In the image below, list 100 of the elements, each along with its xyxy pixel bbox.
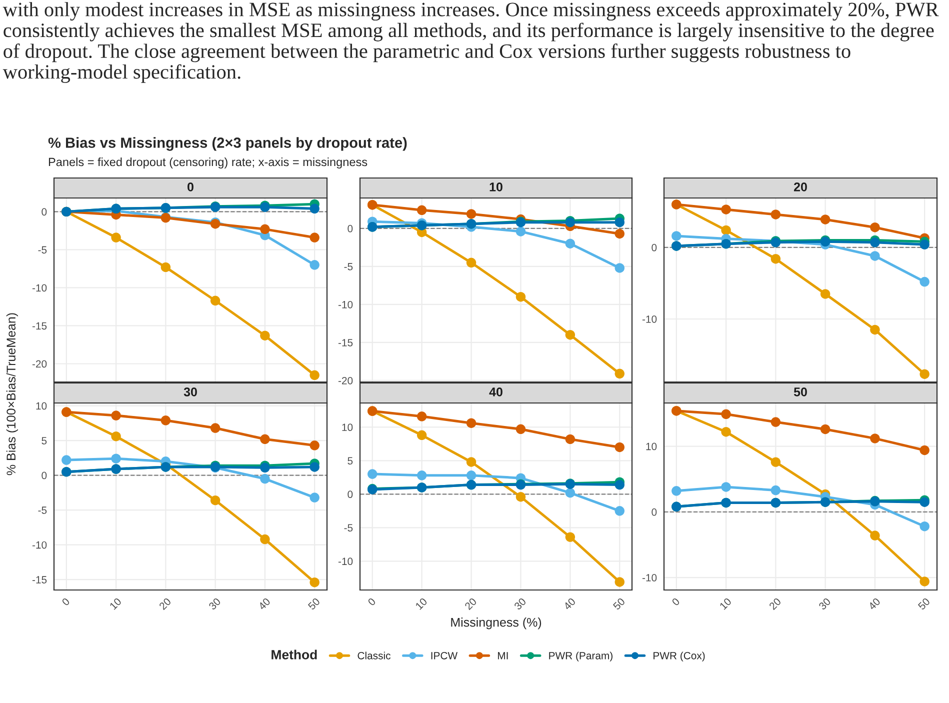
point [870, 324, 880, 335]
chart-title: 20 [794, 182, 807, 192]
x-tick-label: 10 [415, 597, 428, 610]
point [466, 470, 476, 480]
point [721, 409, 731, 420]
point [416, 412, 427, 422]
y-tick-label: -10 [642, 315, 657, 323]
y-tick-label: 0 [652, 508, 657, 516]
point [111, 232, 121, 242]
y-tick-label: 0 [42, 208, 47, 216]
point [565, 434, 576, 444]
y-tick-label: 5 [348, 457, 353, 465]
legend-label: PWR (Param) [549, 652, 612, 662]
point [920, 521, 930, 532]
y-tick-label: -10 [338, 300, 353, 308]
point [111, 454, 121, 464]
point [870, 434, 880, 444]
y-tick-label: 10 [36, 402, 47, 410]
point [920, 445, 930, 456]
point [920, 576, 930, 586]
point [870, 251, 880, 261]
point [614, 442, 624, 452]
x-tick-label: 50 [308, 597, 320, 610]
point [310, 440, 320, 450]
point [466, 418, 476, 428]
point [516, 424, 526, 434]
point [920, 276, 930, 287]
point [614, 217, 624, 228]
point [260, 224, 270, 234]
y-tick-label: 0 [652, 244, 657, 252]
point [565, 330, 576, 340]
chart-title: 0 [188, 182, 194, 192]
x-tick-label: 30 [818, 597, 832, 610]
point [614, 480, 624, 490]
point [260, 474, 270, 484]
point [516, 226, 526, 236]
point [721, 482, 731, 492]
point [368, 469, 378, 479]
point [160, 262, 171, 272]
point [770, 210, 781, 220]
point [770, 254, 781, 264]
point [310, 232, 320, 242]
point [310, 577, 320, 588]
y-tick-label: -15 [32, 576, 47, 584]
point [770, 417, 781, 427]
chart-title: 10 [490, 182, 502, 192]
x-tick-label: 30 [208, 597, 222, 610]
point [210, 495, 220, 506]
point [310, 204, 320, 214]
x-tick-label: 0 [61, 597, 70, 606]
point [870, 530, 880, 540]
point [310, 462, 320, 472]
legend-label: MI [498, 652, 508, 660]
point [260, 330, 270, 340]
x-tick-label: 40 [563, 597, 576, 610]
point [920, 369, 930, 379]
point [416, 205, 427, 216]
point [210, 296, 220, 306]
point [870, 238, 880, 248]
x-tick-label: 20 [158, 597, 172, 610]
point [820, 424, 830, 434]
y-tick-label: 5 [42, 437, 47, 444]
point [466, 457, 476, 467]
point [614, 263, 624, 273]
x-tick-label: 20 [768, 597, 782, 610]
x-tick-label: 20 [464, 597, 478, 610]
text: with only modest increases in MSE as missingness increases. Once missingness exceeds approximately 20%, PWR consistently achieves the smallest MSE among all methods, and its performance is largely insensitive to the degree of dropout. The close agreement between the parametric and Cox versions further suggests robustness to working-model specification. [2, 2, 939, 83]
point [210, 423, 220, 433]
x-tick-label: 0 [671, 597, 680, 606]
x-tick-label: 40 [258, 597, 271, 610]
chart-title: 30 [184, 388, 197, 396]
point [870, 222, 880, 232]
y-tick-label: -10 [32, 541, 47, 549]
point [111, 432, 121, 442]
point [516, 492, 526, 502]
point [820, 289, 830, 299]
point [62, 455, 72, 465]
point [721, 204, 731, 214]
x-tick-label: 50 [612, 597, 626, 610]
legend-label: IPCW [431, 652, 458, 660]
x-tick-label: 30 [514, 597, 527, 610]
point [721, 427, 731, 437]
x-tick-label: 0 [367, 597, 376, 606]
point [310, 370, 320, 380]
y-tick-label: -10 [32, 284, 47, 292]
legend-label: PWR (Cox) [654, 652, 705, 662]
point [416, 430, 427, 440]
y-tick-label: -10 [642, 574, 657, 582]
point [672, 231, 682, 241]
y-tick-label: 0 [42, 472, 47, 480]
y-tick-label: -5 [38, 246, 47, 254]
y-tick-label: -15 [32, 322, 47, 330]
y-axis-title: % Bias (100×Bias/TrueMean) [6, 313, 18, 476]
chart-title: 50 [794, 388, 807, 396]
point [160, 416, 171, 426]
point [614, 228, 624, 239]
x-tick-label: 40 [868, 597, 881, 610]
point [466, 258, 476, 268]
y-tick-label: -20 [338, 376, 353, 384]
y-tick-label: 10 [646, 442, 657, 450]
